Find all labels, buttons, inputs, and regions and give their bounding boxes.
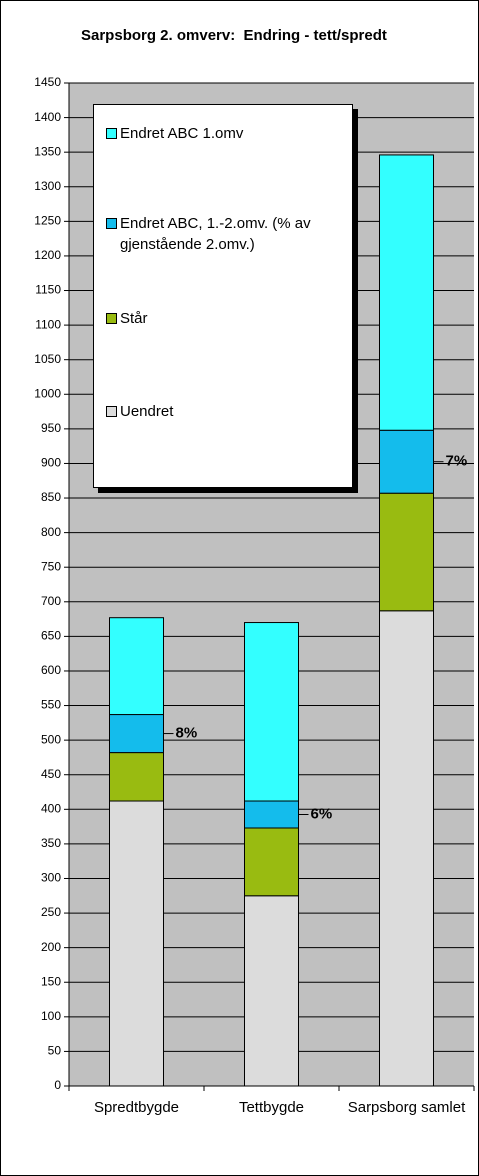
y-tick-label: 700	[41, 594, 61, 608]
bar-segment	[244, 895, 299, 1087]
y-tick-label: 850	[41, 490, 61, 504]
y-tick-label: 1300	[34, 179, 61, 193]
annotation: 6%	[311, 805, 333, 822]
y-tick-label: 300	[41, 871, 61, 885]
y-tick-label: 250	[41, 905, 61, 919]
x-tick-label: Tettbygde	[238, 1099, 305, 1116]
bar-segment	[244, 622, 299, 802]
legend: Endret ABC 1.omv Endret ABC, 1.-2.omv. (%…	[93, 104, 353, 488]
legend-label: Uendret	[120, 403, 174, 420]
y-tick-label: 50	[48, 1044, 62, 1058]
y-tick-label: 1200	[34, 248, 61, 262]
x-tick-label: Sarpsborg samlet	[347, 1099, 466, 1116]
bar-segment	[109, 714, 164, 754]
y-tick-label: 400	[41, 801, 61, 815]
y-tick-label: 1000	[34, 386, 61, 400]
annotation: 8%	[176, 725, 198, 742]
bar-segment	[244, 800, 299, 829]
legend-swatch	[106, 218, 117, 229]
legend-item: Endret ABC, 1.-2.omv. (% av gjenstående …	[106, 213, 356, 255]
y-tick-label: 1150	[35, 283, 61, 297]
annotation: 7%	[446, 453, 468, 470]
y-tick-label: 1450	[34, 75, 61, 89]
chart-title: Sarpsborg 2. omverv: Endring - tett/spre…	[81, 27, 387, 44]
legend-swatch	[106, 313, 117, 324]
y-tick-label: 1250	[34, 214, 61, 228]
y-tick-label: 750	[41, 559, 61, 573]
y-tick-label: 450	[41, 767, 61, 781]
bar-segment	[379, 154, 434, 431]
y-tick-label: 0	[54, 1078, 61, 1092]
bar-segment	[109, 752, 164, 802]
bar-segment	[379, 492, 434, 612]
y-tick-label: 950	[41, 421, 61, 435]
legend-label: Endret ABC, 1.-2.omv. (% av gjenstående …	[120, 215, 311, 253]
y-tick-label: 600	[41, 663, 61, 677]
y-tick-label: 200	[41, 940, 61, 954]
bar-segment	[244, 827, 299, 897]
y-tick-label: 500	[41, 732, 61, 746]
legend-item: Endret ABC 1.omv	[106, 123, 356, 144]
y-tick-label: 1350	[34, 144, 61, 158]
y-tick-label: 1400	[34, 110, 61, 124]
legend-item: Uendret	[106, 401, 356, 422]
y-tick-label: 800	[41, 525, 61, 539]
y-tick-label: 1050	[34, 352, 61, 366]
y-tick-label: 150	[41, 974, 61, 988]
y-tick-label: 550	[41, 698, 61, 712]
y-tick-label: 900	[41, 456, 61, 470]
x-tick-label: Spredtbygde	[93, 1099, 180, 1116]
bar-segment	[109, 617, 164, 716]
bar-segment	[379, 429, 434, 494]
y-tick-label: 350	[41, 836, 61, 850]
bar-segment	[109, 800, 164, 1087]
legend-label: Står	[120, 310, 148, 327]
bar-segment	[379, 610, 434, 1087]
legend-label: Endret ABC 1.omv	[120, 125, 244, 142]
y-tick-label: 100	[41, 1009, 61, 1023]
y-tick-label: 1100	[35, 317, 61, 331]
legend-swatch	[106, 406, 117, 417]
legend-swatch	[106, 128, 117, 139]
y-tick-label: 650	[41, 629, 61, 643]
legend-item: Står	[106, 308, 356, 329]
